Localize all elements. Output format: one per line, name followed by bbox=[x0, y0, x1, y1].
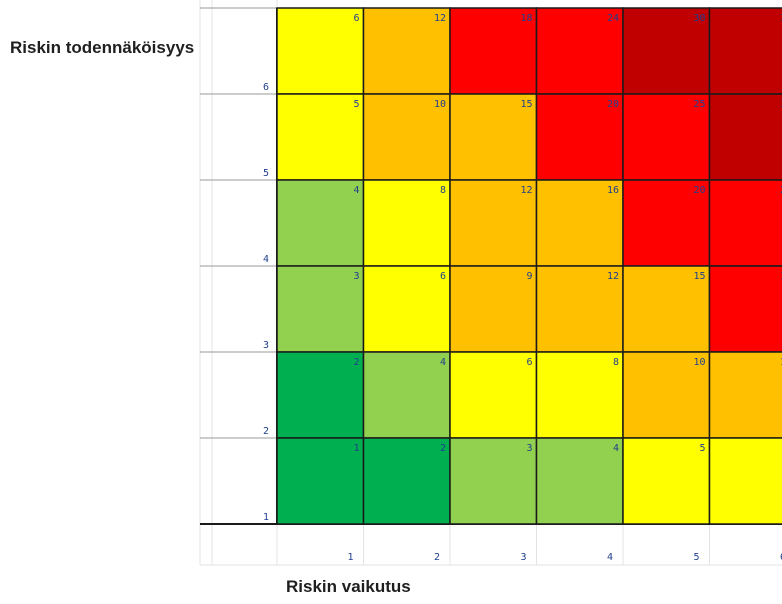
cell-value-label: 9 bbox=[526, 271, 532, 282]
cell-value-label: 10 bbox=[693, 357, 705, 368]
y-tick-label: 1 bbox=[263, 512, 269, 523]
heatmap-cell bbox=[276, 7, 365, 95]
heatmap-cell bbox=[276, 437, 365, 525]
heatmap-cell bbox=[449, 265, 538, 353]
heatmap-cell bbox=[362, 7, 451, 95]
y-tick-label: 3 bbox=[263, 340, 269, 351]
heatmap-cell bbox=[708, 179, 782, 267]
heatmap-cell bbox=[708, 351, 782, 439]
x-tick-label: 5 bbox=[693, 552, 699, 563]
cell-value-label: 15 bbox=[693, 271, 705, 282]
x-tick-label: 3 bbox=[520, 552, 526, 563]
heatmap-cell bbox=[622, 437, 711, 525]
x-tick-label: 6 bbox=[780, 552, 782, 563]
cell-value-label: 12 bbox=[607, 271, 619, 282]
heatmap-cell bbox=[362, 179, 451, 267]
cell-value-label: 12 bbox=[434, 13, 446, 24]
cell-value-label: 16 bbox=[607, 185, 619, 196]
x-tick-label: 2 bbox=[434, 552, 440, 563]
heatmap-cell bbox=[708, 265, 782, 353]
y-tick-label: 6 bbox=[263, 82, 269, 93]
heatmap-cell bbox=[449, 179, 538, 267]
cell-value-label: 30 bbox=[693, 13, 705, 24]
cell-value-label: 2 bbox=[440, 443, 446, 454]
cell-value-label: 5 bbox=[699, 443, 705, 454]
heatmap-cell bbox=[449, 351, 538, 439]
heatmap-cell bbox=[535, 265, 624, 353]
cell-value-label: 20 bbox=[693, 185, 705, 196]
heatmap-cell bbox=[622, 265, 711, 353]
cell-value-label: 2 bbox=[353, 357, 359, 368]
cell-value-label: 6 bbox=[526, 357, 532, 368]
cell-value-label: 3 bbox=[526, 443, 532, 454]
cell-value-label: 18 bbox=[780, 271, 782, 282]
cell-value-label: 18 bbox=[520, 13, 532, 24]
cell-value-label: 4 bbox=[353, 185, 359, 196]
cell-value-label: 20 bbox=[607, 99, 619, 110]
cell-value-label: 6 bbox=[353, 13, 359, 24]
heatmap-cell bbox=[362, 437, 451, 525]
heatmap-cell bbox=[276, 93, 365, 181]
heatmap-cell bbox=[362, 93, 451, 181]
cell-value-label: 36 bbox=[780, 13, 782, 24]
cell-value-label: 10 bbox=[434, 99, 446, 110]
cell-value-label: 30 bbox=[780, 99, 782, 110]
heatmap-cell bbox=[362, 265, 451, 353]
cell-value-label: 24 bbox=[780, 185, 782, 196]
heatmap-cell bbox=[622, 93, 711, 181]
heatmap-cell bbox=[276, 179, 365, 267]
heatmap-cell bbox=[622, 351, 711, 439]
heatmap-cell bbox=[535, 437, 624, 525]
heatmap-cell bbox=[276, 265, 365, 353]
cell-value-label: 4 bbox=[440, 357, 446, 368]
heatmap-cell bbox=[708, 437, 782, 525]
y-tick-label: 4 bbox=[263, 254, 269, 265]
heatmap-cell bbox=[449, 7, 538, 95]
cell-value-label: 12 bbox=[520, 185, 532, 196]
cell-value-label: 5 bbox=[353, 99, 359, 110]
heatmap-cell bbox=[276, 351, 365, 439]
heatmap-cell bbox=[708, 93, 782, 181]
x-tick-label: 4 bbox=[607, 552, 613, 563]
heatmap-cell bbox=[535, 179, 624, 267]
cell-value-label: 8 bbox=[613, 357, 619, 368]
heatmap-cell bbox=[362, 351, 451, 439]
heatmap-cell bbox=[535, 351, 624, 439]
cell-value-label: 24 bbox=[607, 13, 619, 24]
y-axis-label: Riskin todennäköisyys bbox=[10, 38, 195, 57]
cell-value-label: 4 bbox=[613, 443, 619, 454]
heatmap-cell bbox=[535, 93, 624, 181]
heatmap-cell bbox=[449, 437, 538, 525]
cell-value-label: 8 bbox=[440, 185, 446, 196]
y-tick-label: 2 bbox=[263, 426, 269, 437]
cell-value-label: 25 bbox=[693, 99, 705, 110]
cell-value-label: 15 bbox=[520, 99, 532, 110]
cell-value-label: 6 bbox=[440, 271, 446, 282]
cell-value-label: 1 bbox=[353, 443, 359, 454]
cell-value-label: 3 bbox=[353, 271, 359, 282]
x-tick-label: 1 bbox=[347, 552, 353, 563]
heatmap-cell bbox=[622, 7, 711, 95]
y-tick-label: 5 bbox=[263, 168, 269, 179]
x-axis-label: Riskin vaikutus bbox=[286, 577, 411, 596]
heatmap-cell bbox=[622, 179, 711, 267]
cell-value-label: 12 bbox=[780, 357, 782, 368]
heatmap-cell bbox=[708, 7, 782, 95]
